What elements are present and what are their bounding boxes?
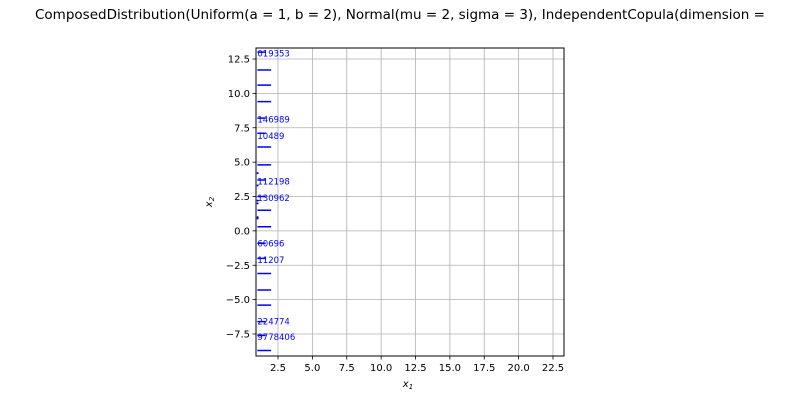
y-tick-label: 10.0 [228,89,250,100]
data-point [256,217,259,220]
data-annotation: 224774 [257,318,289,328]
y-axis-label: x2 [204,196,216,208]
y-tick-label: 12.5 [228,55,250,66]
x-axis-label-subscript: 1 [409,383,413,391]
y-tick-label: 0.0 [234,226,250,237]
y-tick-label: −2.5 [226,261,250,272]
grid-lines [256,48,564,356]
y-tick-label: 2.5 [234,192,250,203]
data-point [256,199,259,202]
chart-title: ComposedDistribution(Uniform(a = 1, b = … [35,7,765,23]
data-annotation: 112198 [257,177,289,187]
y-axis-label-base: x [204,201,215,208]
data-annotation: 10489 [257,132,284,142]
y-tick-label: −5.0 [226,295,250,306]
data-point [256,172,259,175]
x-axis-label: x1 [402,379,413,391]
plot-marks: 019353 146989 10489 112198 130962 60696 11207 2… [256,50,295,352]
x-tick-label: 12.5 [404,363,426,374]
x-tick-label: 20.0 [507,363,529,374]
x-tick-label: 2.5 [270,363,286,374]
axis-ticks: 2.5 5.0 7.5 10.0 12.5 15.0 17.5 20.0 22.5 −7.5 −5.… [226,55,564,375]
data-annotation: 9778406 [257,333,295,343]
x-axis-label-base: x [402,379,409,390]
x-tick-label: 15.0 [439,363,461,374]
x-tick-label: 17.5 [473,363,495,374]
x-tick-label: 7.5 [339,363,355,374]
data-annotation: 11207 [257,256,284,266]
y-tick-label: 5.0 [234,158,250,169]
data-point [256,216,259,219]
y-axis-label-subscript: 2 [208,196,216,201]
x-tick-label: 10.0 [370,363,392,374]
data-annotation: 60696 [257,239,284,249]
y-tick-label: −7.5 [226,330,250,341]
data-annotation: 146989 [257,116,289,126]
x-tick-label: 5.0 [304,363,320,374]
data-point [256,202,259,205]
data-annotation: 019353 [257,50,289,60]
data-point [256,184,259,187]
data-annotation: 130962 [257,194,289,204]
y-tick-label: 7.5 [234,123,250,134]
plot-frame [255,47,565,357]
x-tick-label: 22.5 [542,363,564,374]
